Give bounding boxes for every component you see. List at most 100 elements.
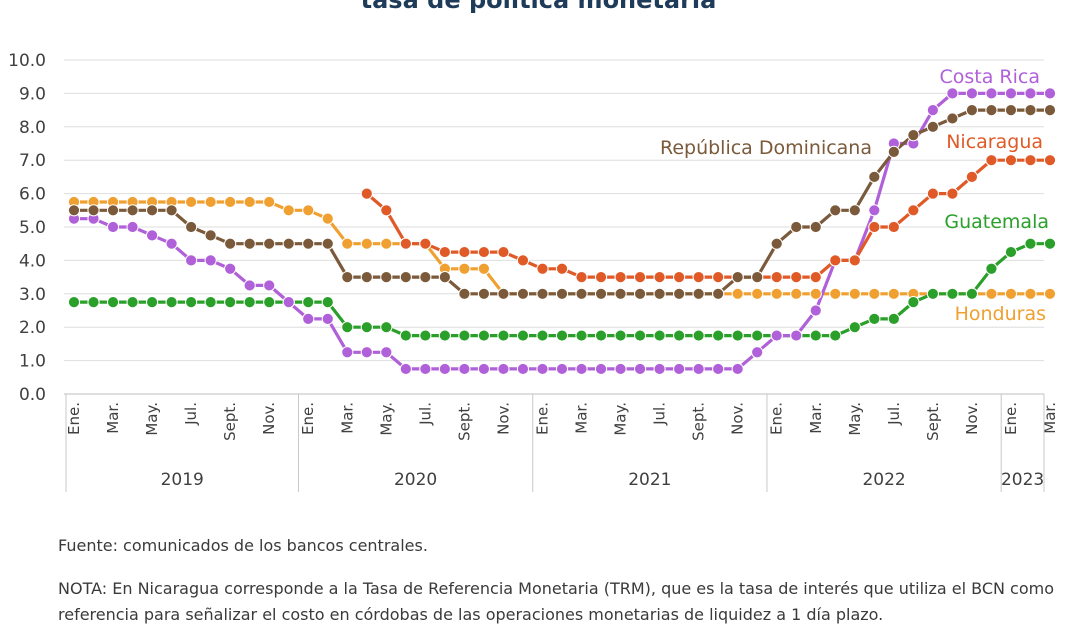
data-point-republica-dominicana [751,271,764,284]
data-point-republica-dominicana [712,287,725,300]
data-point-guatemala [594,329,608,342]
data-point-guatemala [712,329,725,342]
series-label-nicaragua: Nicaragua [946,131,1043,153]
data-point-republica-dominicana [458,287,471,300]
data-point-costa-rica [204,254,217,267]
data-point-costa-rica [965,87,979,100]
data-point-guatemala [555,329,569,342]
data-point-guatemala [165,296,178,309]
series-labels: Honduras Guatemala Costa Rica Nicaragua Repú… [660,66,1049,325]
data-point-republica-dominicana [1004,104,1018,117]
data-point-republica-dominicana [965,104,979,117]
data-point-costa-rica [985,87,998,100]
data-point-nicaragua [458,245,471,259]
line-chart: 0.0 1.0 2.0 3.0 4.0 5.0 6.0 7.0 8.0 9.0 10.0 Ene. M… [8,51,1059,492]
data-point-nicaragua [1024,154,1037,167]
data-point-nicaragua [1004,154,1018,167]
data-point-honduras [204,195,217,209]
data-point-guatemala [360,321,373,334]
data-point-honduras [360,237,373,250]
data-point-republica-dominicana [633,287,647,300]
data-point-costa-rica [263,279,276,292]
data-point-republica-dominicana [516,287,530,300]
data-point-guatemala [67,296,81,309]
x-tick-label: May. [612,402,630,436]
data-point-costa-rica [653,362,666,376]
data-point-costa-rica [868,204,881,217]
data-point-nicaragua [790,271,803,284]
data-point-honduras [848,287,861,300]
y-tick-label: 0.0 [19,385,46,405]
x-tick-label: Mar. [104,402,122,434]
series-label-costa-rica: Costa Rica [940,66,1041,88]
data-point-nicaragua [985,154,998,167]
data-point-nicaragua [653,271,666,284]
data-point-republica-dominicana [321,237,334,250]
data-point-guatemala [751,329,764,342]
x-tick-label: Sept. [221,402,239,441]
data-point-republica-dominicana [263,237,276,250]
series-line-honduras [74,200,1050,296]
data-point-republica-dominicana [497,287,510,300]
y-tick-label: 6.0 [19,185,46,205]
data-point-honduras [751,287,764,300]
data-point-nicaragua [516,254,530,267]
data-point-nicaragua [673,271,686,284]
data-point-honduras [380,237,393,250]
data-point-republica-dominicana [673,287,686,300]
data-point-honduras [302,204,315,217]
data-point-guatemala [965,287,979,300]
data-point-republica-dominicana [165,204,178,217]
data-point-republica-dominicana [67,204,81,217]
x-tick-label: Jul. [651,402,669,426]
data-point-nicaragua [712,271,725,284]
data-point-republica-dominicana [1024,104,1037,117]
data-point-guatemala [224,296,237,309]
data-point-republica-dominicana [790,220,803,234]
data-point-republica-dominicana [907,129,920,142]
x-tick-label: Sept. [924,402,942,441]
data-point-guatemala [497,329,510,342]
data-point-republica-dominicana [848,204,861,217]
data-point-costa-rica [751,346,764,359]
data-point-republica-dominicana [204,229,217,242]
data-point-costa-rica [614,362,627,376]
x-tick-label: May. [143,402,161,436]
year-label: 2020 [394,470,437,490]
data-point-guatemala [868,312,881,325]
data-point-costa-rica [536,362,549,376]
data-point-guatemala [829,329,842,342]
data-point-costa-rica [224,262,237,275]
data-point-nicaragua [965,170,979,183]
data-point-nicaragua [575,271,588,284]
data-point-republica-dominicana [653,287,666,300]
data-point-costa-rica [145,229,159,242]
data-point-republica-dominicana [399,271,412,284]
data-point-nicaragua [380,204,393,217]
data-point-guatemala [1043,237,1057,250]
data-point-costa-rica [399,362,412,376]
data-point-republica-dominicana [419,271,432,284]
data-point-republica-dominicana [887,145,900,158]
data-point-republica-dominicana [1043,104,1057,117]
data-point-guatemala [419,329,432,342]
data-point-guatemala [946,287,959,300]
data-point-costa-rica [946,87,959,100]
data-point-guatemala [633,329,647,342]
data-point-nicaragua [868,220,881,234]
data-point-republica-dominicana [536,287,549,300]
data-point-costa-rica [497,362,510,376]
data-point-nicaragua [946,187,959,200]
data-point-republica-dominicana [614,287,627,300]
data-point-guatemala [653,329,666,342]
data-point-republica-dominicana [829,204,842,217]
data-point-guatemala [1004,245,1018,259]
y-tick-label: 10.0 [8,51,46,71]
y-tick-label: 3.0 [19,285,46,305]
x-tick-label: Jul. [416,402,434,426]
data-point-guatemala [1024,237,1037,250]
y-tick-label: 9.0 [19,84,46,104]
data-point-guatemala [516,329,530,342]
source-note: Fuente: comunicados de los bancos centra… [58,536,428,555]
data-point-republica-dominicana [145,204,159,217]
